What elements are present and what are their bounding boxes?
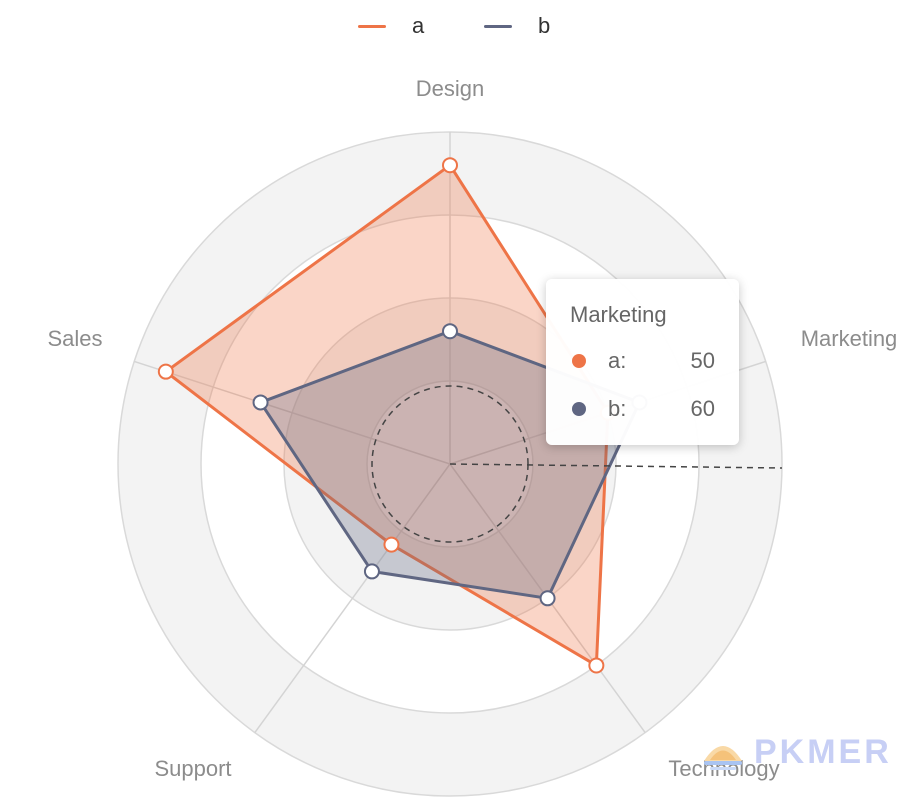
crosshair-circle [371,385,529,543]
data-point-b-technology [539,590,556,607]
indicator-label-design: Design [416,76,484,101]
data-point-b-support [363,563,380,580]
tooltip-dot-b [572,402,586,416]
tooltip-series-name-b: b: [608,396,627,421]
indicator-label-marketing: Marketing [801,326,898,351]
data-point-a-support [383,536,400,553]
chart-tooltip: Marketing a: 50 b: 60 [546,279,739,445]
watermark-text: PKMER [754,732,892,771]
data-point-b-design [442,323,458,340]
tooltip-row-a: a: 50 [570,345,715,377]
legend-line-b [484,24,512,28]
indicator-label-support: Support [154,756,231,781]
tooltip-series-name-a: a: [608,348,627,373]
legend-item-b[interactable]: b [484,10,550,42]
axis-line-sales [134,360,451,465]
tooltip-value-a: 50 [690,348,715,373]
pkmer-watermark: PKMER [700,726,905,778]
crosshair-line [449,463,783,469]
data-point-a-technology [588,657,605,674]
pkmer-logo-icon [704,746,742,770]
tooltip-value-b: 60 [690,396,715,421]
legend-item-a[interactable]: a [358,10,424,42]
tooltip-title: Marketing [570,302,667,327]
indicator-label-sales: Sales [47,326,102,351]
data-point-a-sales [157,363,174,380]
tooltip-row-b: b: 60 [570,393,715,425]
legend-label-a: a [412,13,425,38]
tooltip-dot-a [572,354,586,368]
axis-line-support [254,463,451,734]
legend-line-a [358,24,386,28]
legend-label-b: b [538,13,551,38]
chart-legend: a b [0,10,920,42]
data-point-b-sales [252,394,269,411]
data-point-a-design [442,157,458,174]
